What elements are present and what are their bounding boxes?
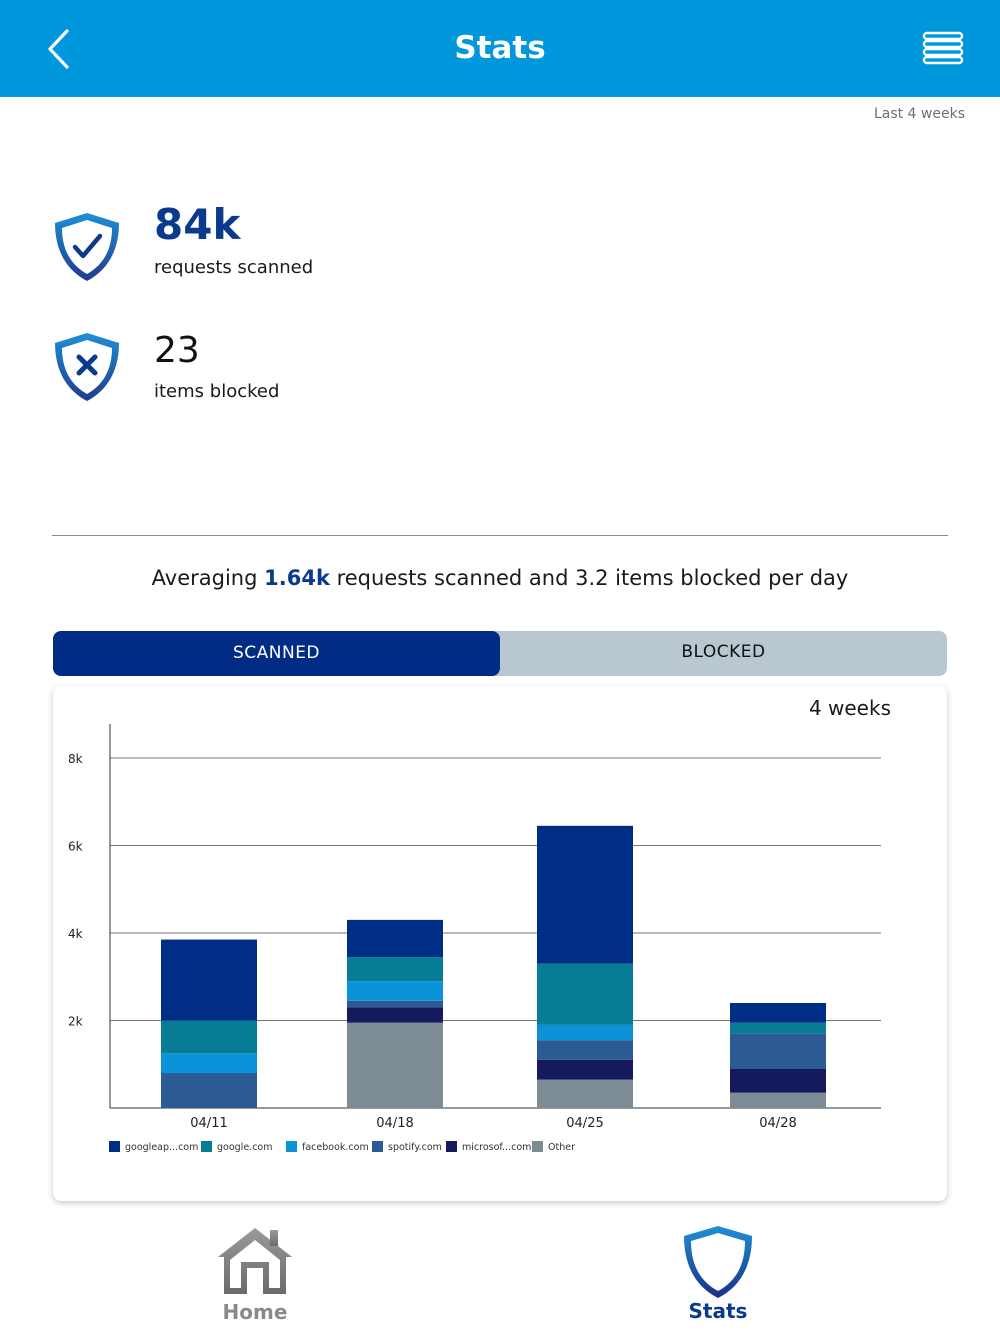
tab-home[interactable]: Home (175, 1220, 335, 1330)
tab-home-label: Home (222, 1300, 288, 1324)
menu-button[interactable] (918, 28, 968, 70)
bar-segment (347, 1000, 443, 1008)
legend-label: googleap...com (125, 1142, 198, 1153)
legend-label: Other (548, 1142, 575, 1153)
bar-segment (161, 1020, 257, 1054)
bar-segment (161, 1073, 257, 1108)
bar-segment (730, 1022, 826, 1034)
menu-icon (922, 31, 964, 65)
shield-icon (684, 1226, 752, 1298)
legend-swatch (201, 1141, 212, 1152)
scanned-count: 84k (154, 200, 241, 249)
section-divider (52, 535, 948, 536)
legend-label: facebook.com (302, 1142, 369, 1153)
chart-card: 4 weeks 2k 4k 6k 8k 04/11 04/18 04/25 04/28 goog… (53, 686, 947, 1201)
x-tick-label: 04/18 (376, 1116, 413, 1131)
blocked-caption: items blocked (154, 381, 280, 402)
legend-label: spotify.com (388, 1142, 442, 1153)
y-tick-label: 4k (68, 927, 83, 941)
averaging-summary: Averaging 1.64k requests scanned and 3.2… (0, 566, 1000, 590)
scanned-caption: requests scanned (154, 257, 314, 278)
bar-segment (347, 957, 443, 982)
legend-swatch (532, 1141, 543, 1152)
bar-segment (347, 1007, 443, 1023)
x-tick-label: 04/11 (190, 1116, 227, 1131)
averaging-prefix: Averaging (151, 566, 265, 590)
bar-segment (730, 1003, 826, 1023)
bar-segment (537, 1040, 633, 1060)
y-tick-label: 8k (68, 752, 83, 766)
tab-stats[interactable]: Stats (638, 1220, 798, 1330)
x-tick-label: 04/25 (566, 1116, 603, 1131)
x-tick-label: 04/28 (759, 1116, 796, 1131)
legend-label: microsof...com (462, 1142, 531, 1153)
bar-segment (730, 1092, 826, 1108)
bar-segment (347, 919, 443, 958)
top-nav-bar: Stats (0, 0, 1000, 97)
averaging-highlight: 1.64k (264, 566, 330, 590)
bar-segment (347, 1022, 443, 1108)
segment-scanned[interactable]: SCANNED (53, 631, 500, 676)
legend-label: google.com (217, 1142, 272, 1153)
stacked-bar-chart: 2k 4k 6k 8k 04/11 04/18 04/25 04/28 googleap...c… (68, 724, 881, 1153)
bar-segment (161, 1053, 257, 1073)
bar-segment (730, 1033, 826, 1069)
bar-segment (730, 1068, 826, 1093)
legend-swatch (109, 1141, 120, 1152)
bar-segment (537, 1079, 633, 1108)
segment-blocked[interactable]: BLOCKED (681, 642, 766, 662)
blocked-count: 23 (154, 330, 200, 371)
home-icon (218, 1228, 292, 1294)
y-tick-label: 6k (68, 840, 83, 854)
bar-segment (347, 981, 443, 1001)
averaging-suffix: requests scanned and 3.2 items blocked p… (329, 566, 849, 590)
chevron-left-icon (48, 29, 69, 69)
shield-check-icon (55, 213, 119, 281)
legend-swatch (286, 1141, 297, 1152)
bar-segment (537, 963, 633, 1025)
chart-range-label: 4 weeks (808, 696, 891, 720)
bar-segment (161, 939, 257, 1021)
legend-swatch (372, 1141, 383, 1152)
bar-segment (537, 825, 633, 964)
y-tick-label: 2k (68, 1015, 83, 1029)
tab-stats-label: Stats (688, 1299, 748, 1323)
back-button[interactable] (36, 22, 86, 76)
page-title: Stats (454, 30, 546, 66)
legend-swatch (446, 1141, 457, 1152)
period-label: Last 4 weeks (873, 106, 965, 122)
bar-segment (537, 1024, 633, 1041)
scanned-blocked-toggle: SCANNED BLOCKED (53, 631, 947, 676)
shield-x-icon (55, 333, 119, 401)
bar-segment (537, 1059, 633, 1080)
